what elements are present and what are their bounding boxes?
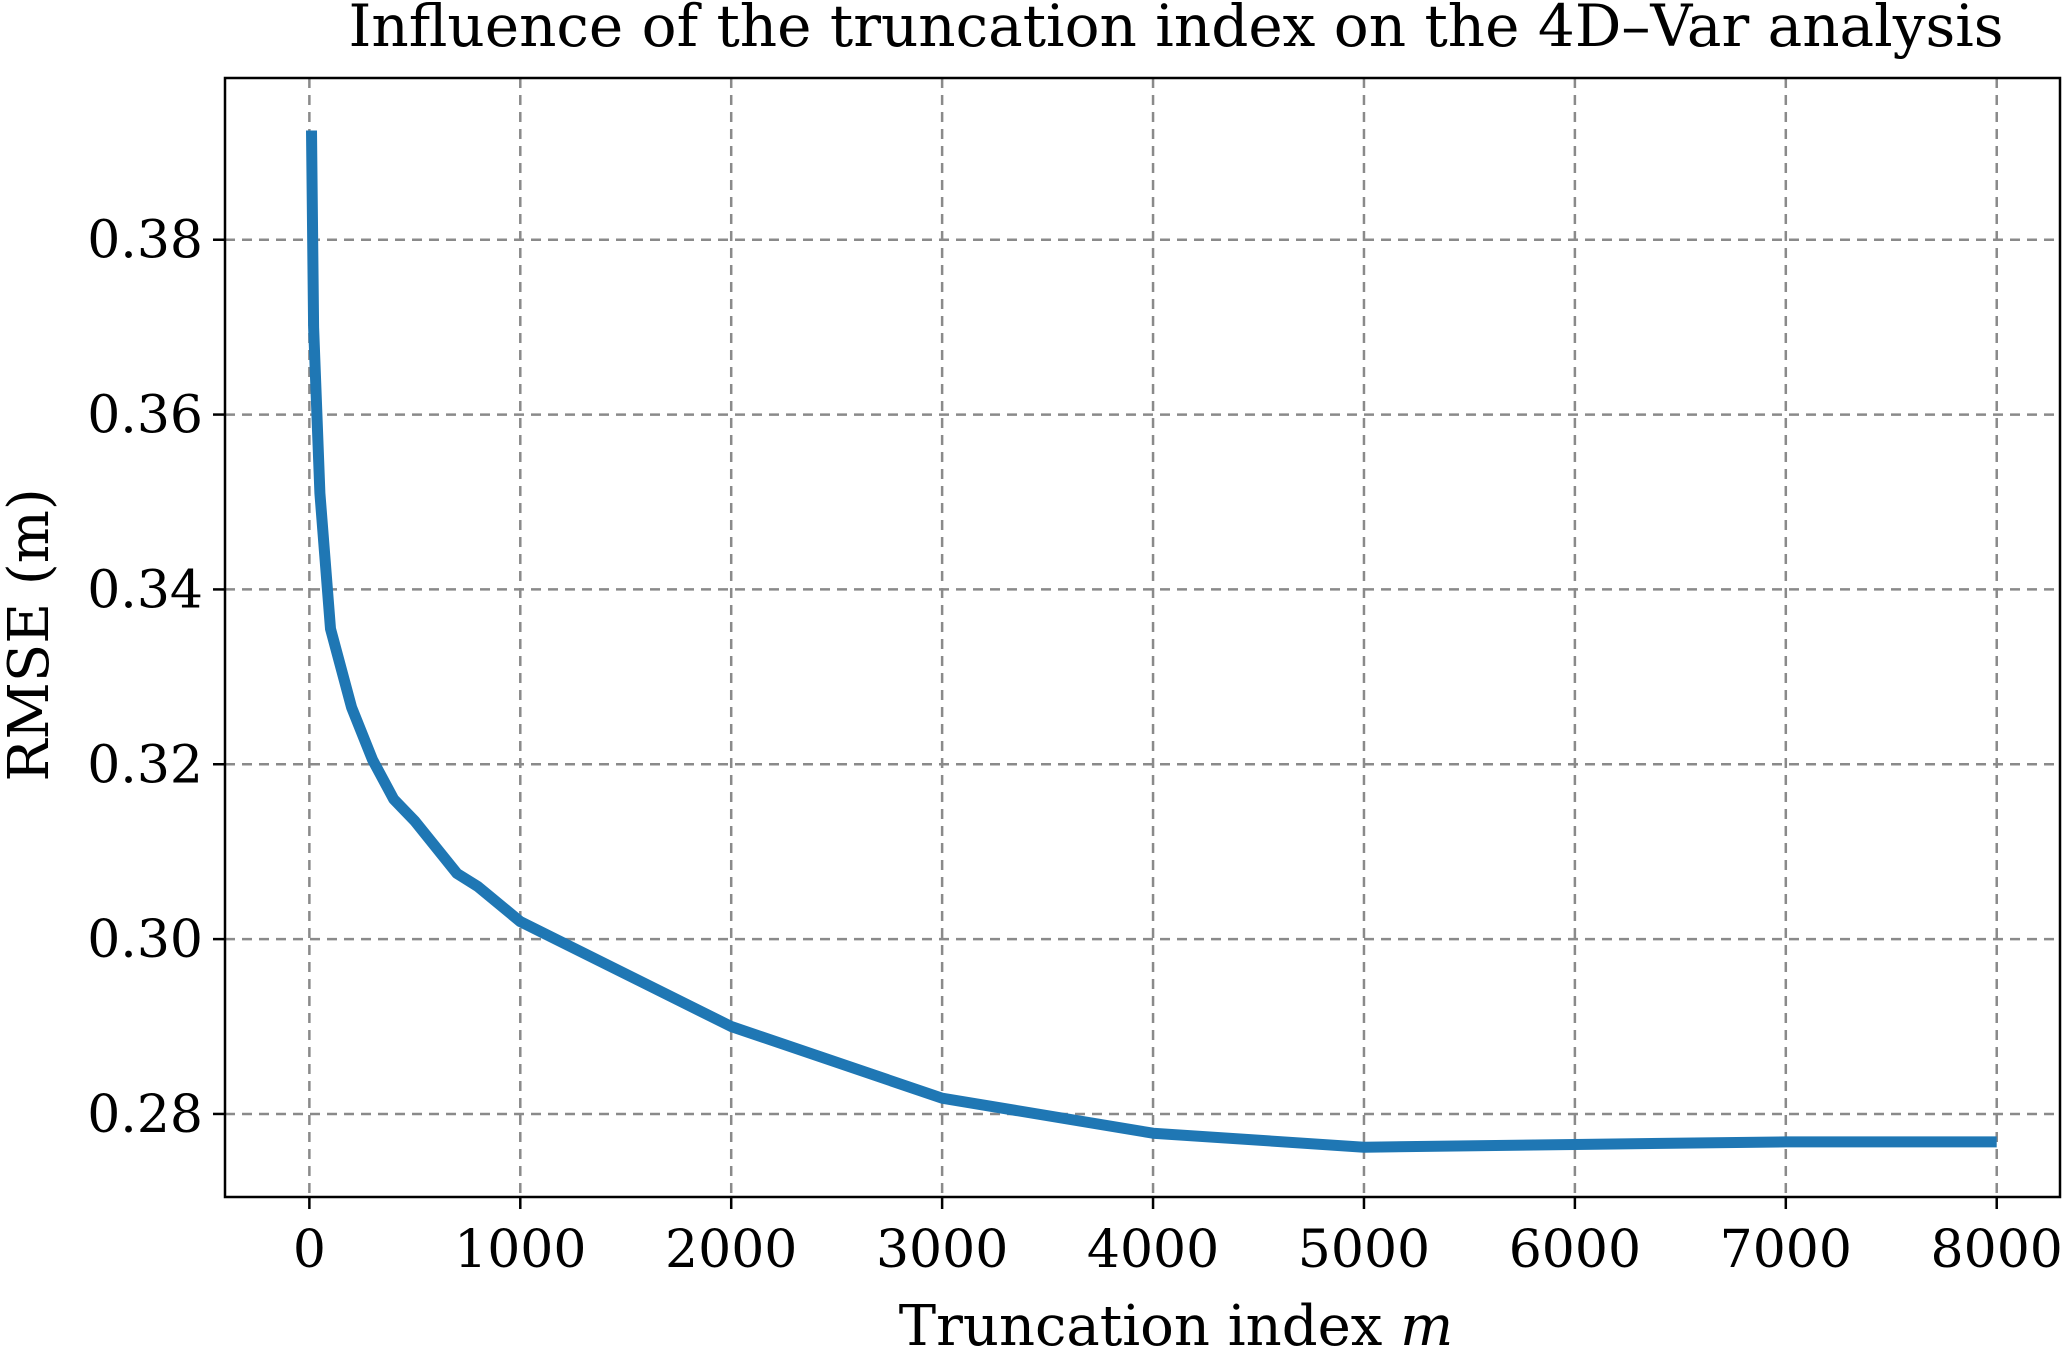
y-tick-label: 0.38	[87, 211, 203, 271]
x-tick-label: 5000	[1298, 1220, 1430, 1280]
x-tick-label: 4000	[1087, 1220, 1219, 1280]
x-tick-label: 1000	[454, 1220, 586, 1280]
y-tick-label: 0.32	[87, 735, 203, 795]
chart-title: Influence of the truncation index on the…	[348, 0, 2003, 60]
x-axis-label: Truncation index m	[899, 1294, 1453, 1347]
y-axis-label: RMSE (m)	[0, 488, 62, 781]
y-tick-label: 0.30	[87, 910, 203, 970]
x-tick-label: 2000	[665, 1220, 797, 1280]
y-tick-labels: 0.28 0.30 0.32 0.34 0.36 0.38	[87, 211, 203, 1145]
plot-frame	[223, 76, 2062, 1199]
x-axis-label-variable: m	[1400, 1294, 1453, 1347]
series-line	[306, 130, 1997, 1153]
grid-lines	[225, 78, 2060, 1197]
x-tick-label: 3000	[876, 1220, 1008, 1280]
ticks	[213, 238, 1998, 1209]
x-tick-label: 6000	[1509, 1220, 1641, 1280]
x-tick-label: 7000	[1720, 1220, 1852, 1280]
x-tick-label: 8000	[1931, 1220, 2063, 1280]
y-tick-label: 0.34	[87, 560, 203, 620]
series-layer	[306, 130, 1997, 1153]
x-tick-labels: 0 1000 2000 3000 4000 5000 6000 7000 8000	[293, 1220, 2063, 1280]
y-tick-label: 0.28	[87, 1085, 203, 1145]
x-axis-label-text: Truncation index	[899, 1294, 1400, 1347]
x-tick-label: 0	[293, 1220, 326, 1280]
y-tick-label: 0.36	[87, 386, 203, 446]
